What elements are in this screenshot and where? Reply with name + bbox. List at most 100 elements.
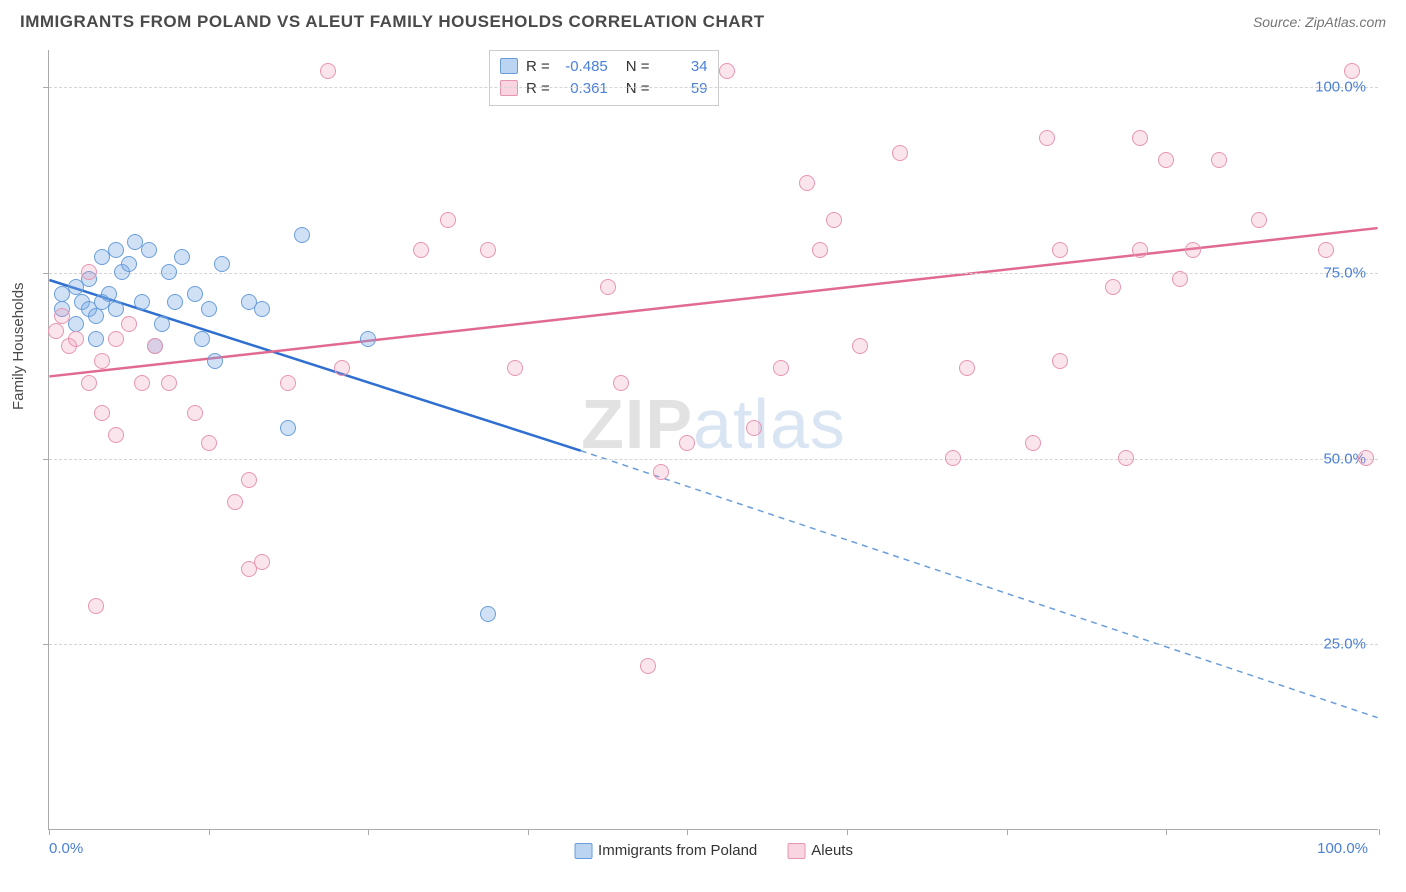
data-point: [108, 331, 124, 347]
y-tick-label: 75.0%: [1323, 264, 1366, 281]
data-point: [1132, 130, 1148, 146]
data-point: [1118, 450, 1134, 466]
y-tick-label: 25.0%: [1323, 636, 1366, 653]
x-max-label: 100.0%: [1317, 840, 1368, 857]
data-point: [254, 301, 270, 317]
data-point: [413, 242, 429, 258]
data-point: [187, 405, 203, 421]
data-point: [121, 316, 137, 332]
data-point: [480, 606, 496, 622]
watermark-bold: ZIP: [581, 385, 693, 463]
data-point: [48, 323, 64, 339]
data-point: [945, 450, 961, 466]
data-point: [1318, 242, 1334, 258]
data-point: [88, 598, 104, 614]
data-point: [1211, 152, 1227, 168]
n-label: N =: [626, 58, 650, 75]
data-point: [280, 420, 296, 436]
data-point: [959, 360, 975, 376]
swatch-blue-icon: [500, 58, 518, 74]
data-point: [167, 294, 183, 310]
data-point: [294, 227, 310, 243]
data-point: [1185, 242, 1201, 258]
data-point: [1344, 63, 1360, 79]
legend-item-0: Immigrants from Poland: [574, 842, 757, 859]
data-point: [826, 212, 842, 228]
data-point: [207, 353, 223, 369]
data-point: [254, 554, 270, 570]
source-label: Source: ZipAtlas.com: [1253, 14, 1386, 30]
data-point: [360, 331, 376, 347]
data-point: [653, 464, 669, 480]
data-point: [141, 242, 157, 258]
data-point: [1158, 152, 1174, 168]
data-point: [640, 658, 656, 674]
gridline: [49, 459, 1378, 460]
data-point: [227, 494, 243, 510]
data-point: [121, 256, 137, 272]
data-point: [241, 472, 257, 488]
gridline: [49, 87, 1378, 88]
data-point: [320, 63, 336, 79]
data-point: [507, 360, 523, 376]
chart-title: IMMIGRANTS FROM POLAND VS ALEUT FAMILY H…: [20, 12, 765, 32]
legend-label: Aleuts: [811, 842, 853, 859]
y-tick-label: 100.0%: [1315, 79, 1366, 96]
gridline: [49, 644, 1378, 645]
data-point: [334, 360, 350, 376]
data-point: [1025, 435, 1041, 451]
data-point: [1105, 279, 1121, 295]
data-point: [440, 212, 456, 228]
data-point: [613, 375, 629, 391]
data-point: [600, 279, 616, 295]
data-point: [81, 375, 97, 391]
r-value: -0.485: [556, 58, 608, 75]
data-point: [201, 435, 217, 451]
data-point: [134, 294, 150, 310]
data-point: [773, 360, 789, 376]
data-point: [201, 301, 217, 317]
data-point: [161, 264, 177, 280]
data-point: [174, 249, 190, 265]
watermark-light: atlas: [693, 385, 846, 463]
y-axis-label: Family Households: [10, 282, 27, 410]
series-legend: Immigrants from Poland Aleuts: [574, 842, 853, 859]
data-point: [280, 375, 296, 391]
trend-lines: [49, 50, 1378, 829]
data-point: [108, 301, 124, 317]
data-point: [852, 338, 868, 354]
data-point: [108, 242, 124, 258]
data-point: [679, 435, 695, 451]
data-point: [94, 405, 110, 421]
data-point: [81, 264, 97, 280]
data-point: [147, 338, 163, 354]
r-label: R =: [526, 58, 550, 75]
data-point: [54, 308, 70, 324]
data-point: [1052, 242, 1068, 258]
data-point: [101, 286, 117, 302]
stats-legend: R = -0.485 N = 34 R = 0.361 N = 59: [489, 50, 719, 106]
data-point: [480, 242, 496, 258]
stats-row-0: R = -0.485 N = 34: [500, 55, 708, 77]
data-point: [892, 145, 908, 161]
data-point: [94, 353, 110, 369]
n-value: 34: [656, 58, 708, 75]
data-point: [161, 375, 177, 391]
data-point: [88, 308, 104, 324]
data-point: [719, 63, 735, 79]
data-point: [746, 420, 762, 436]
data-point: [134, 375, 150, 391]
legend-label: Immigrants from Poland: [598, 842, 757, 859]
swatch-blue-icon: [574, 843, 592, 859]
data-point: [154, 316, 170, 332]
data-point: [187, 286, 203, 302]
data-point: [1132, 242, 1148, 258]
data-point: [1251, 212, 1267, 228]
data-point: [1052, 353, 1068, 369]
data-point: [1039, 130, 1055, 146]
data-point: [194, 331, 210, 347]
legend-item-1: Aleuts: [787, 842, 853, 859]
swatch-pink-icon: [787, 843, 805, 859]
data-point: [68, 331, 84, 347]
data-point: [812, 242, 828, 258]
